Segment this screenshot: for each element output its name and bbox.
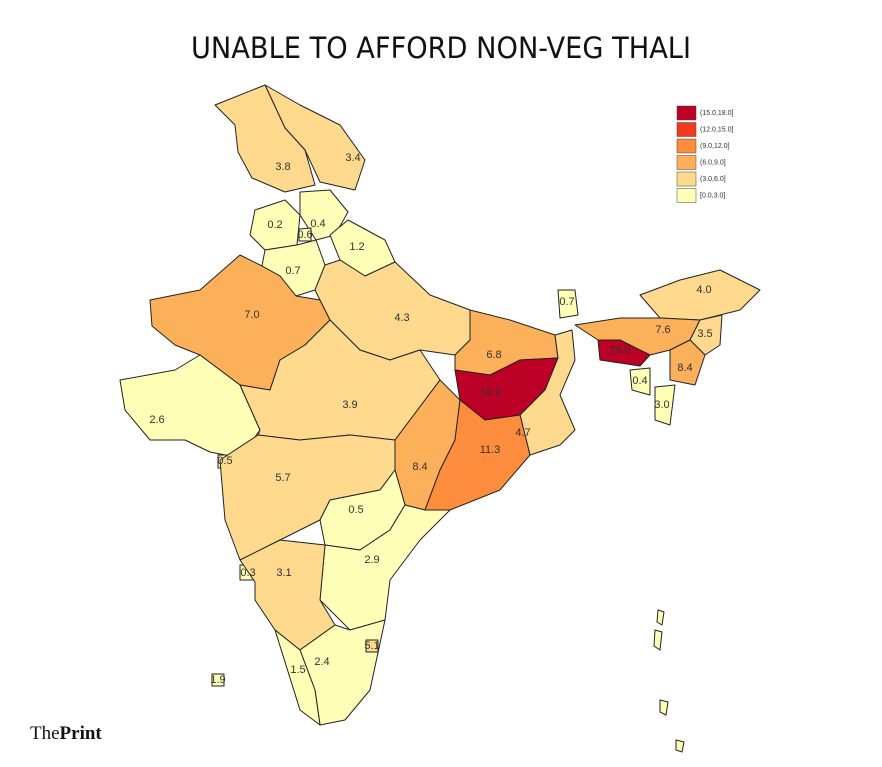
region-label: 8.4: [677, 362, 692, 374]
island: [675, 739, 685, 753]
region: [654, 384, 676, 426]
region-label: 1.9: [210, 674, 225, 686]
region: [274, 629, 321, 726]
legend-label: [0.0,3.0]: [700, 192, 725, 199]
region-label: 5.1: [364, 640, 379, 652]
map-title: UNABLE TO AFFORD NON-VEG THALI: [191, 31, 691, 65]
legend-swatch: [676, 105, 697, 121]
legend-swatch: [676, 138, 697, 154]
legend: (15.0,18.0] (12.0,15.0] (9.0,12.0] (6.0,9.0…: [676, 105, 734, 203]
legend-label: (12.0,15.0]: [700, 126, 734, 133]
region-label: 0.7: [559, 296, 574, 308]
region-label: 3.4: [345, 152, 360, 164]
legend-label: (6.0,9.0]: [700, 159, 726, 166]
region-label: 0.2: [267, 219, 282, 231]
region-label: 3.1: [276, 567, 291, 579]
brand-main: Print: [60, 723, 103, 744]
region-label: 1.5: [290, 664, 305, 676]
region: [519, 329, 576, 456]
legend-label: (3.0,6.0]: [700, 176, 726, 183]
region: [239, 539, 336, 651]
region: [424, 399, 531, 511]
island: [659, 699, 669, 716]
legend-swatch: [676, 171, 697, 187]
region-label: 2.9: [364, 554, 379, 566]
region-label: 0.4: [632, 375, 647, 387]
region-label: 8.4: [412, 461, 427, 473]
region-label: 16.0: [609, 344, 630, 356]
region: [365, 639, 379, 653]
region-label: 4.7: [515, 427, 530, 439]
island: [653, 629, 663, 651]
map: 3.43.80.2 0.40.61.20.77.0 4.32.60.53.96.81…: [119, 84, 761, 726]
region-label: 0.5: [348, 504, 363, 516]
region-label: 0.4: [310, 218, 325, 230]
legend-label: (9.0,12.0]: [700, 143, 730, 150]
island: [656, 609, 665, 626]
region-label: 6.8: [486, 349, 501, 361]
region: [629, 367, 651, 396]
region: [597, 339, 651, 367]
region-label: 0.7: [285, 265, 300, 277]
region-label: 2.6: [149, 414, 164, 426]
region-label: 11.3: [480, 444, 501, 456]
region-label: 7.6: [655, 324, 670, 336]
region-label: 0.3: [240, 567, 255, 579]
region-label: 7.0: [244, 309, 259, 321]
legend-swatch: [676, 188, 697, 203]
region-label: 4.3: [394, 312, 409, 324]
region-label: 1.2: [349, 241, 364, 253]
region: [319, 504, 451, 631]
region-label: 18.0: [480, 386, 501, 398]
legend-swatch: [676, 155, 697, 170]
region-label: 3.9: [342, 399, 357, 411]
region-label: 3.0: [654, 399, 669, 411]
region-label: 3.8: [275, 161, 290, 173]
region-label: 2.4: [314, 656, 329, 668]
region: [669, 339, 706, 386]
region-label: 4.0: [696, 284, 711, 296]
region: [557, 289, 579, 319]
region-label: 0.5: [217, 455, 232, 467]
legend-swatch: [676, 122, 697, 137]
region-label: 5.7: [275, 472, 290, 484]
brand-logo: ThePrint: [30, 723, 102, 744]
region: [214, 84, 316, 193]
legend-label: (15.0,18.0]: [700, 110, 734, 117]
region-label: 0.6: [297, 229, 312, 241]
brand-pre: The: [30, 723, 60, 744]
islands: [653, 609, 685, 753]
region: [211, 673, 225, 687]
region-label: 3.5: [697, 328, 712, 340]
